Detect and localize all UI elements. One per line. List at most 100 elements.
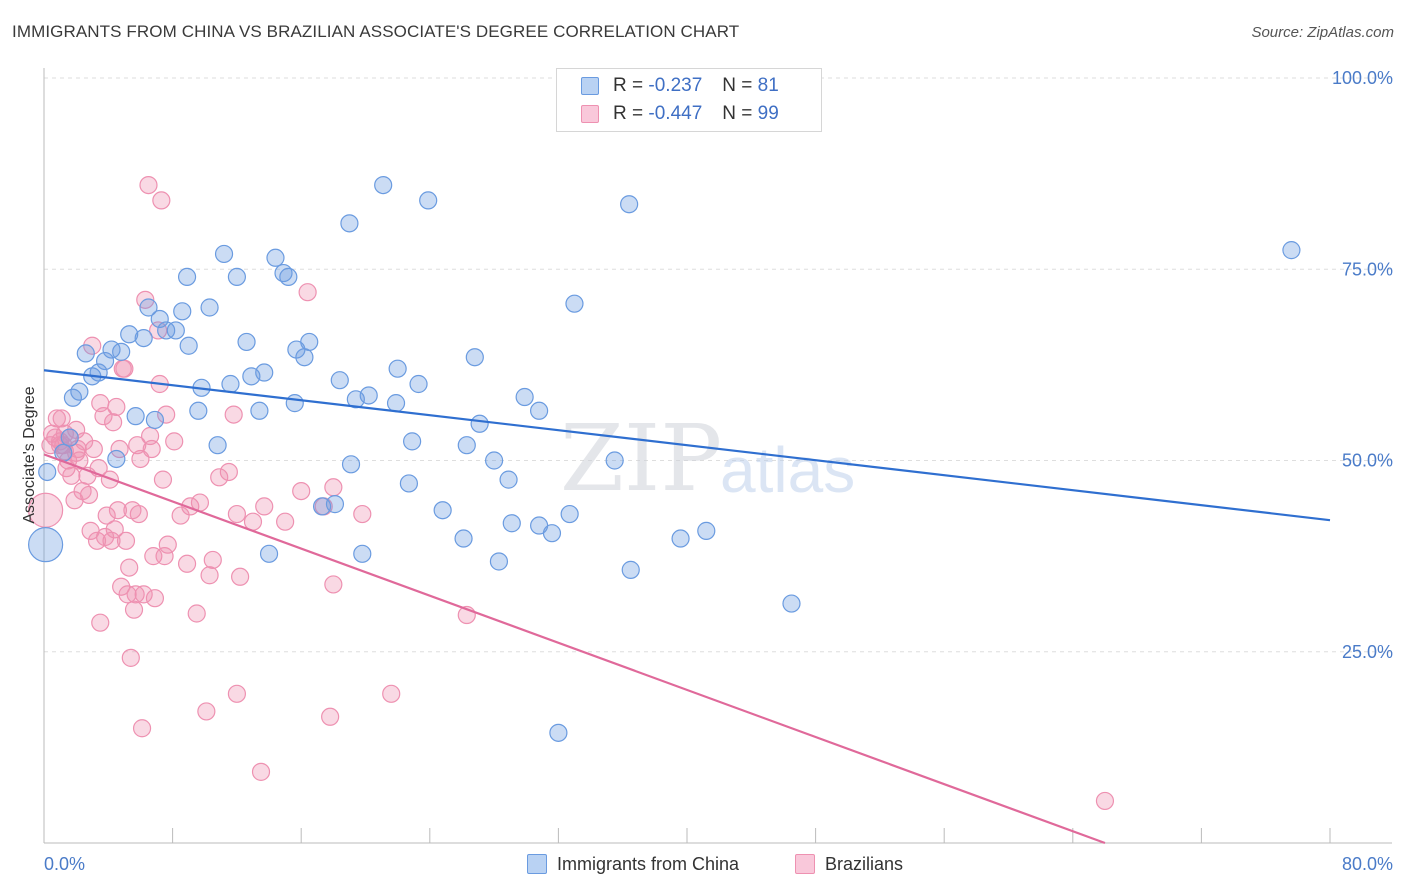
china-point	[457, 436, 476, 455]
china-point	[120, 325, 139, 344]
chart-title: IMMIGRANTS FROM CHINA VS BRAZILIAN ASSOC…	[12, 22, 740, 41]
y-tick-label: 100.0%	[1332, 68, 1393, 88]
brazil-point	[120, 558, 139, 577]
china-point	[465, 348, 484, 367]
china-point	[300, 332, 319, 352]
brazil-point	[227, 684, 246, 703]
brazil-legend-label: Brazilians	[825, 853, 904, 874]
bottom-legend-china: Immigrants from China	[527, 852, 739, 876]
china-point	[166, 321, 185, 340]
brazil-point	[165, 432, 184, 451]
brazil-point	[116, 531, 136, 550]
brazil-point	[129, 504, 148, 524]
china-point	[489, 552, 509, 571]
china-point	[549, 723, 568, 742]
china-point	[542, 524, 562, 543]
brazil-point	[145, 589, 165, 608]
chart-source: Source: ZipAtlas.com	[1251, 24, 1394, 41]
grid-lines	[44, 77, 1392, 653]
china-point	[485, 451, 504, 470]
china-point	[145, 410, 165, 430]
brazil-point	[171, 506, 190, 525]
brazil-point	[157, 405, 176, 424]
china-point	[279, 267, 298, 286]
brazil-point	[128, 436, 147, 455]
brazil-point	[203, 550, 222, 570]
china-point	[259, 544, 279, 563]
y-tick-label: 25.0%	[1342, 642, 1393, 662]
china-point	[107, 449, 126, 469]
china-point	[782, 594, 801, 613]
brazil-swatch-icon	[581, 105, 599, 123]
brazil-point	[52, 409, 71, 428]
brazil-point	[324, 575, 343, 594]
china-point	[325, 495, 345, 514]
tick-labels: 100.0% 75.0% 50.0% 25.0% 0.0% 80.0%	[44, 68, 1393, 874]
china-points	[28, 176, 1301, 742]
brazil-point	[97, 506, 116, 525]
china-point	[454, 529, 473, 548]
brazil-point	[121, 648, 140, 667]
china-point	[95, 351, 115, 371]
china-point	[173, 302, 192, 321]
watermark: ZIP atlas	[560, 405, 855, 512]
x-tick-label: 80.0%	[1342, 854, 1393, 874]
brazil-point	[132, 719, 152, 738]
china-point	[409, 374, 428, 394]
china-point	[403, 432, 422, 451]
brazil-point	[79, 485, 99, 505]
brazil-point	[227, 504, 246, 524]
china-swatch-icon	[581, 77, 599, 95]
brazil-point	[105, 520, 124, 539]
brazil-point	[158, 535, 177, 554]
china-legend-swatch-icon	[527, 854, 547, 874]
china-point	[671, 529, 690, 548]
china-point	[499, 470, 518, 489]
china-point	[221, 374, 240, 394]
china-point	[237, 332, 256, 352]
stats-legend: R = -0.237 N = 81 R = -0.447 N = 99	[556, 68, 822, 132]
y-tick-label: 75.0%	[1342, 259, 1393, 279]
brazil-point	[255, 497, 274, 516]
brazil-point	[134, 585, 153, 604]
brazil-n-value: 99	[757, 103, 779, 124]
china-point	[28, 527, 64, 563]
china-point	[697, 521, 716, 540]
y-axis-label: Associate's Degree	[21, 386, 38, 523]
china-point	[295, 348, 314, 367]
china-point	[621, 560, 640, 579]
china-point	[150, 309, 169, 329]
china-point	[502, 514, 521, 533]
china-point	[605, 451, 624, 470]
china-point	[285, 394, 304, 413]
china-point	[214, 244, 234, 264]
brazil-point	[177, 554, 197, 573]
brazil-point	[292, 482, 311, 501]
brazil-point	[231, 567, 250, 586]
china-point	[388, 359, 407, 378]
china-point	[179, 336, 198, 355]
legend-row-brazil: R = -0.447 N = 99	[581, 102, 779, 126]
china-point	[38, 462, 57, 482]
brazil-point	[124, 600, 144, 619]
brazil-point	[108, 501, 128, 520]
china-point	[419, 191, 438, 210]
brazil-point	[197, 702, 216, 721]
china-point	[565, 294, 584, 313]
china-point	[515, 387, 534, 407]
brazil-legend-swatch-icon	[795, 854, 815, 874]
trend-lines	[43, 369, 1331, 845]
china-point	[112, 342, 131, 361]
brazil-point	[107, 397, 126, 417]
china-point	[70, 382, 89, 401]
brazil-point	[104, 413, 123, 432]
china-point	[139, 298, 158, 317]
brazil-point	[153, 470, 173, 489]
brazil-trend-line	[43, 453, 1106, 845]
china-point	[341, 455, 361, 474]
china-n-label: N =	[722, 75, 753, 96]
china-point	[374, 176, 393, 195]
brazil-point	[276, 512, 295, 531]
china-point	[433, 501, 452, 520]
